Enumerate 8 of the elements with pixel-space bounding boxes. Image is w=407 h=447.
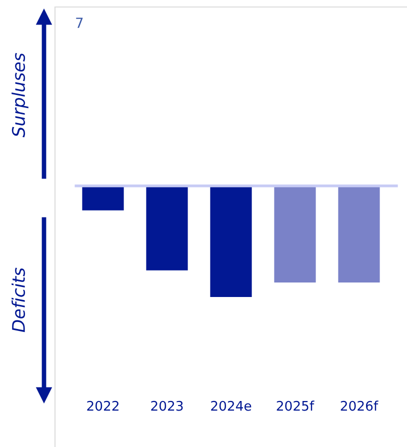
x-tick-label: 2025f [276, 400, 314, 411]
text: Deficits [12, 268, 26, 332]
x-tick-label: 2024e [211, 400, 252, 411]
x-tick-label: 2026f [340, 400, 378, 411]
text: Surpluses [12, 52, 28, 138]
x-tick-label: 2023 [151, 400, 183, 411]
text: 7 [76, 18, 83, 28]
x-tick-label: 2022 [87, 400, 118, 411]
